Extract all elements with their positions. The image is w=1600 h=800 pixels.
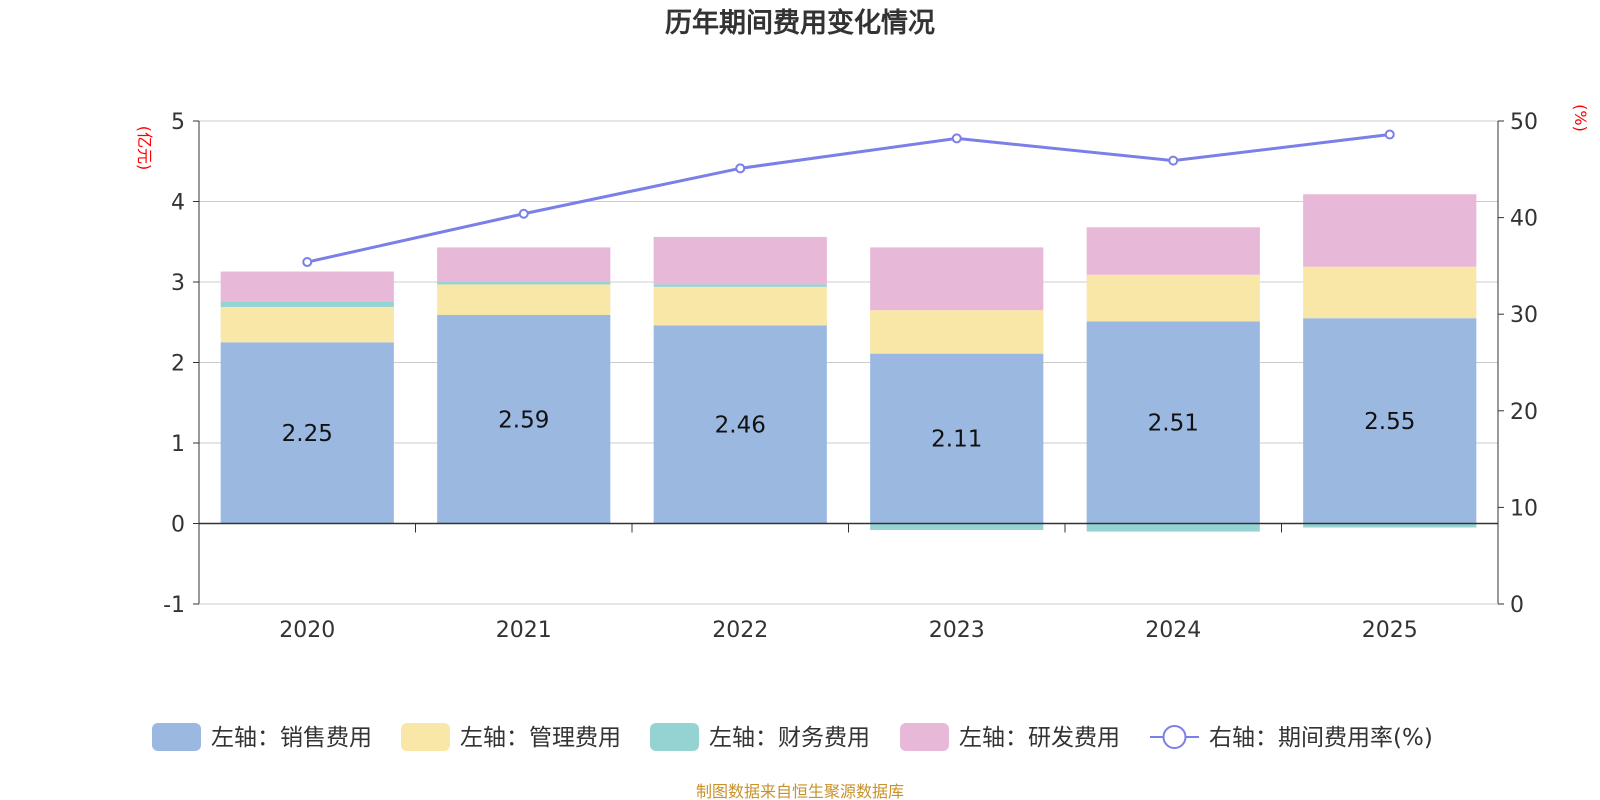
legend-swatch — [650, 723, 699, 751]
rate-line-path — [306, 133, 1390, 264]
data-label: 2.11 — [931, 427, 982, 453]
bar-segment — [1086, 523, 1260, 532]
rate-line — [302, 129, 1395, 268]
rate-point — [1168, 155, 1179, 166]
bar-segment — [870, 523, 1044, 530]
right-tick-label: 10 — [1510, 496, 1538, 521]
bar-segment — [437, 284, 611, 316]
legend-swatch — [900, 723, 949, 751]
bar-segment — [437, 282, 611, 285]
left-tick-label: 2 — [171, 352, 185, 377]
bar-segment — [220, 271, 394, 302]
legend-marker — [1162, 725, 1187, 749]
category-label: 2022 — [712, 618, 768, 643]
data-label: 2.59 — [498, 407, 549, 433]
right-tick-label: 20 — [1510, 400, 1538, 425]
data-label: 2.55 — [1364, 409, 1415, 435]
bar-segment — [653, 284, 827, 287]
left-tick-label: 0 — [171, 513, 185, 538]
bar-segment — [653, 286, 827, 326]
bar-segment — [1086, 321, 1260, 524]
right-tick-label: 0 — [1510, 593, 1524, 618]
legend: 左轴：销售费用 左轴：管理费用 左轴：财务费用 左轴：研发费用 右轴：期间费用率(%) — [152, 723, 1433, 751]
rate-point — [735, 163, 746, 174]
bars — [220, 194, 1477, 532]
legend-swatch — [401, 723, 450, 751]
data-label: 2.25 — [282, 421, 333, 447]
right-tick-label: 40 — [1510, 207, 1538, 232]
bar-segment — [220, 306, 394, 343]
rate-point — [1384, 129, 1395, 140]
rate-point — [951, 133, 962, 144]
bar-segment — [1303, 523, 1477, 528]
bar-segment — [1086, 227, 1260, 275]
bar-segment — [220, 342, 394, 524]
bar-segment — [437, 315, 611, 524]
left-tick-label: 3 — [171, 271, 185, 296]
bar-segment — [870, 247, 1044, 311]
source-note: 制图数据来自恒生聚源数据库 — [696, 782, 904, 800]
data-label: 2.51 — [1148, 410, 1199, 436]
bar-segment — [870, 310, 1044, 354]
rate-point — [518, 208, 529, 219]
data-label: 2.46 — [715, 412, 766, 438]
legend-label: 右轴：期间费用率(%) — [1209, 725, 1433, 751]
right-axis-unit: (%) — [1571, 104, 1590, 132]
category-label: 2024 — [1145, 618, 1201, 643]
legend-label: 左轴：研发费用 — [959, 725, 1120, 751]
category-label: 2020 — [279, 618, 335, 643]
bar-segment — [1303, 266, 1477, 319]
right-tick-label: 30 — [1510, 303, 1538, 328]
chart-title: 历年期间费用变化情况 — [665, 7, 935, 39]
bar-segment — [220, 301, 394, 307]
left-tick-label: 5 — [171, 110, 185, 135]
bar-segment — [1303, 194, 1477, 267]
left-axis-unit: (亿元) — [135, 126, 154, 171]
left-tick-label: 1 — [171, 432, 185, 457]
data-labels: 2.25 2.59 2.46 2.11 2.51 2.55 — [282, 407, 1416, 452]
bar-segment — [1303, 318, 1477, 524]
category-label: 2023 — [929, 618, 985, 643]
left-tick-label: -1 — [163, 593, 185, 618]
rate-point — [302, 257, 313, 268]
legend-swatch — [152, 723, 201, 751]
left-tick-label: 4 — [171, 191, 185, 216]
category-label: 2021 — [496, 618, 552, 643]
right-tick-label: 50 — [1510, 110, 1538, 135]
bar-segment — [1086, 274, 1260, 322]
bar-segment — [653, 325, 827, 524]
bar-segment — [653, 236, 827, 285]
bar-segment — [437, 247, 611, 282]
category-label: 2025 — [1362, 618, 1418, 643]
bar-segment — [870, 353, 1044, 524]
legend-label: 左轴：财务费用 — [709, 725, 870, 751]
legend-label: 左轴：管理费用 — [460, 725, 621, 751]
legend-label: 左轴：销售费用 — [211, 725, 372, 751]
